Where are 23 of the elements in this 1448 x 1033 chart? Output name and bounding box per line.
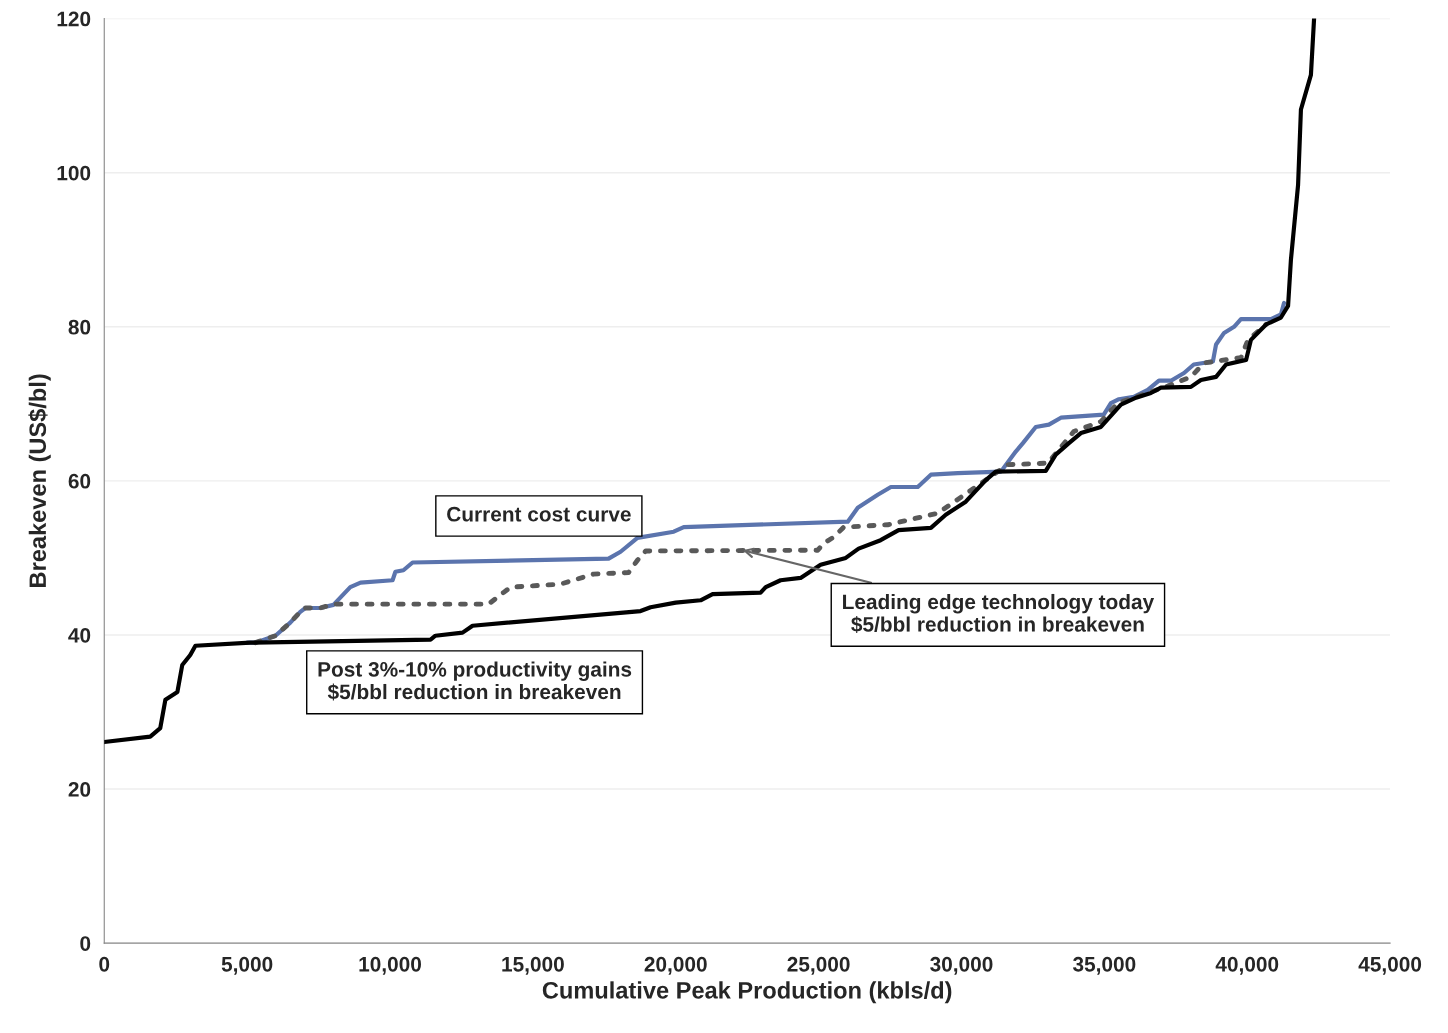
y-tick-label: 60	[68, 473, 91, 489]
x-tick-label: 25,000	[787, 956, 850, 975]
x-tick-label: 30,000	[930, 956, 993, 975]
y-tick-label: 100	[57, 165, 91, 181]
x-tick-label: 20,000	[644, 956, 707, 975]
y-tick-label: 120	[57, 11, 91, 27]
y-tick-label: 0	[80, 936, 91, 951]
annotation: Current cost curve	[447, 506, 631, 522]
x-tick-label: 0	[99, 956, 110, 972]
y-tick-label: 80	[68, 319, 91, 335]
x-tick-label: 10,000	[359, 956, 421, 975]
annotation: Post 3%-10% productivity gains $5/bbl reduction in breakeven	[318, 661, 632, 701]
x-axis-title: Cumulative Peak Production (kbls/d)	[542, 981, 952, 1004]
x-tick-label: 5,000	[221, 956, 273, 975]
x-tick-label: 15,000	[502, 956, 564, 975]
y-tick-label: 20	[68, 782, 91, 797]
x-tick-label: 35,000	[1072, 956, 1136, 975]
annotation: Leading edge technology today $5/bbl reduction in breakeven	[843, 593, 1155, 634]
y-axis-title: Breakeven (US$/bl)	[28, 374, 51, 587]
x-tick-label: 45,000	[1358, 956, 1422, 975]
y-tick-label: 40	[68, 627, 91, 643]
line-series	[104, 18, 1317, 745]
x-tick-label: 40,000	[1215, 956, 1279, 975]
